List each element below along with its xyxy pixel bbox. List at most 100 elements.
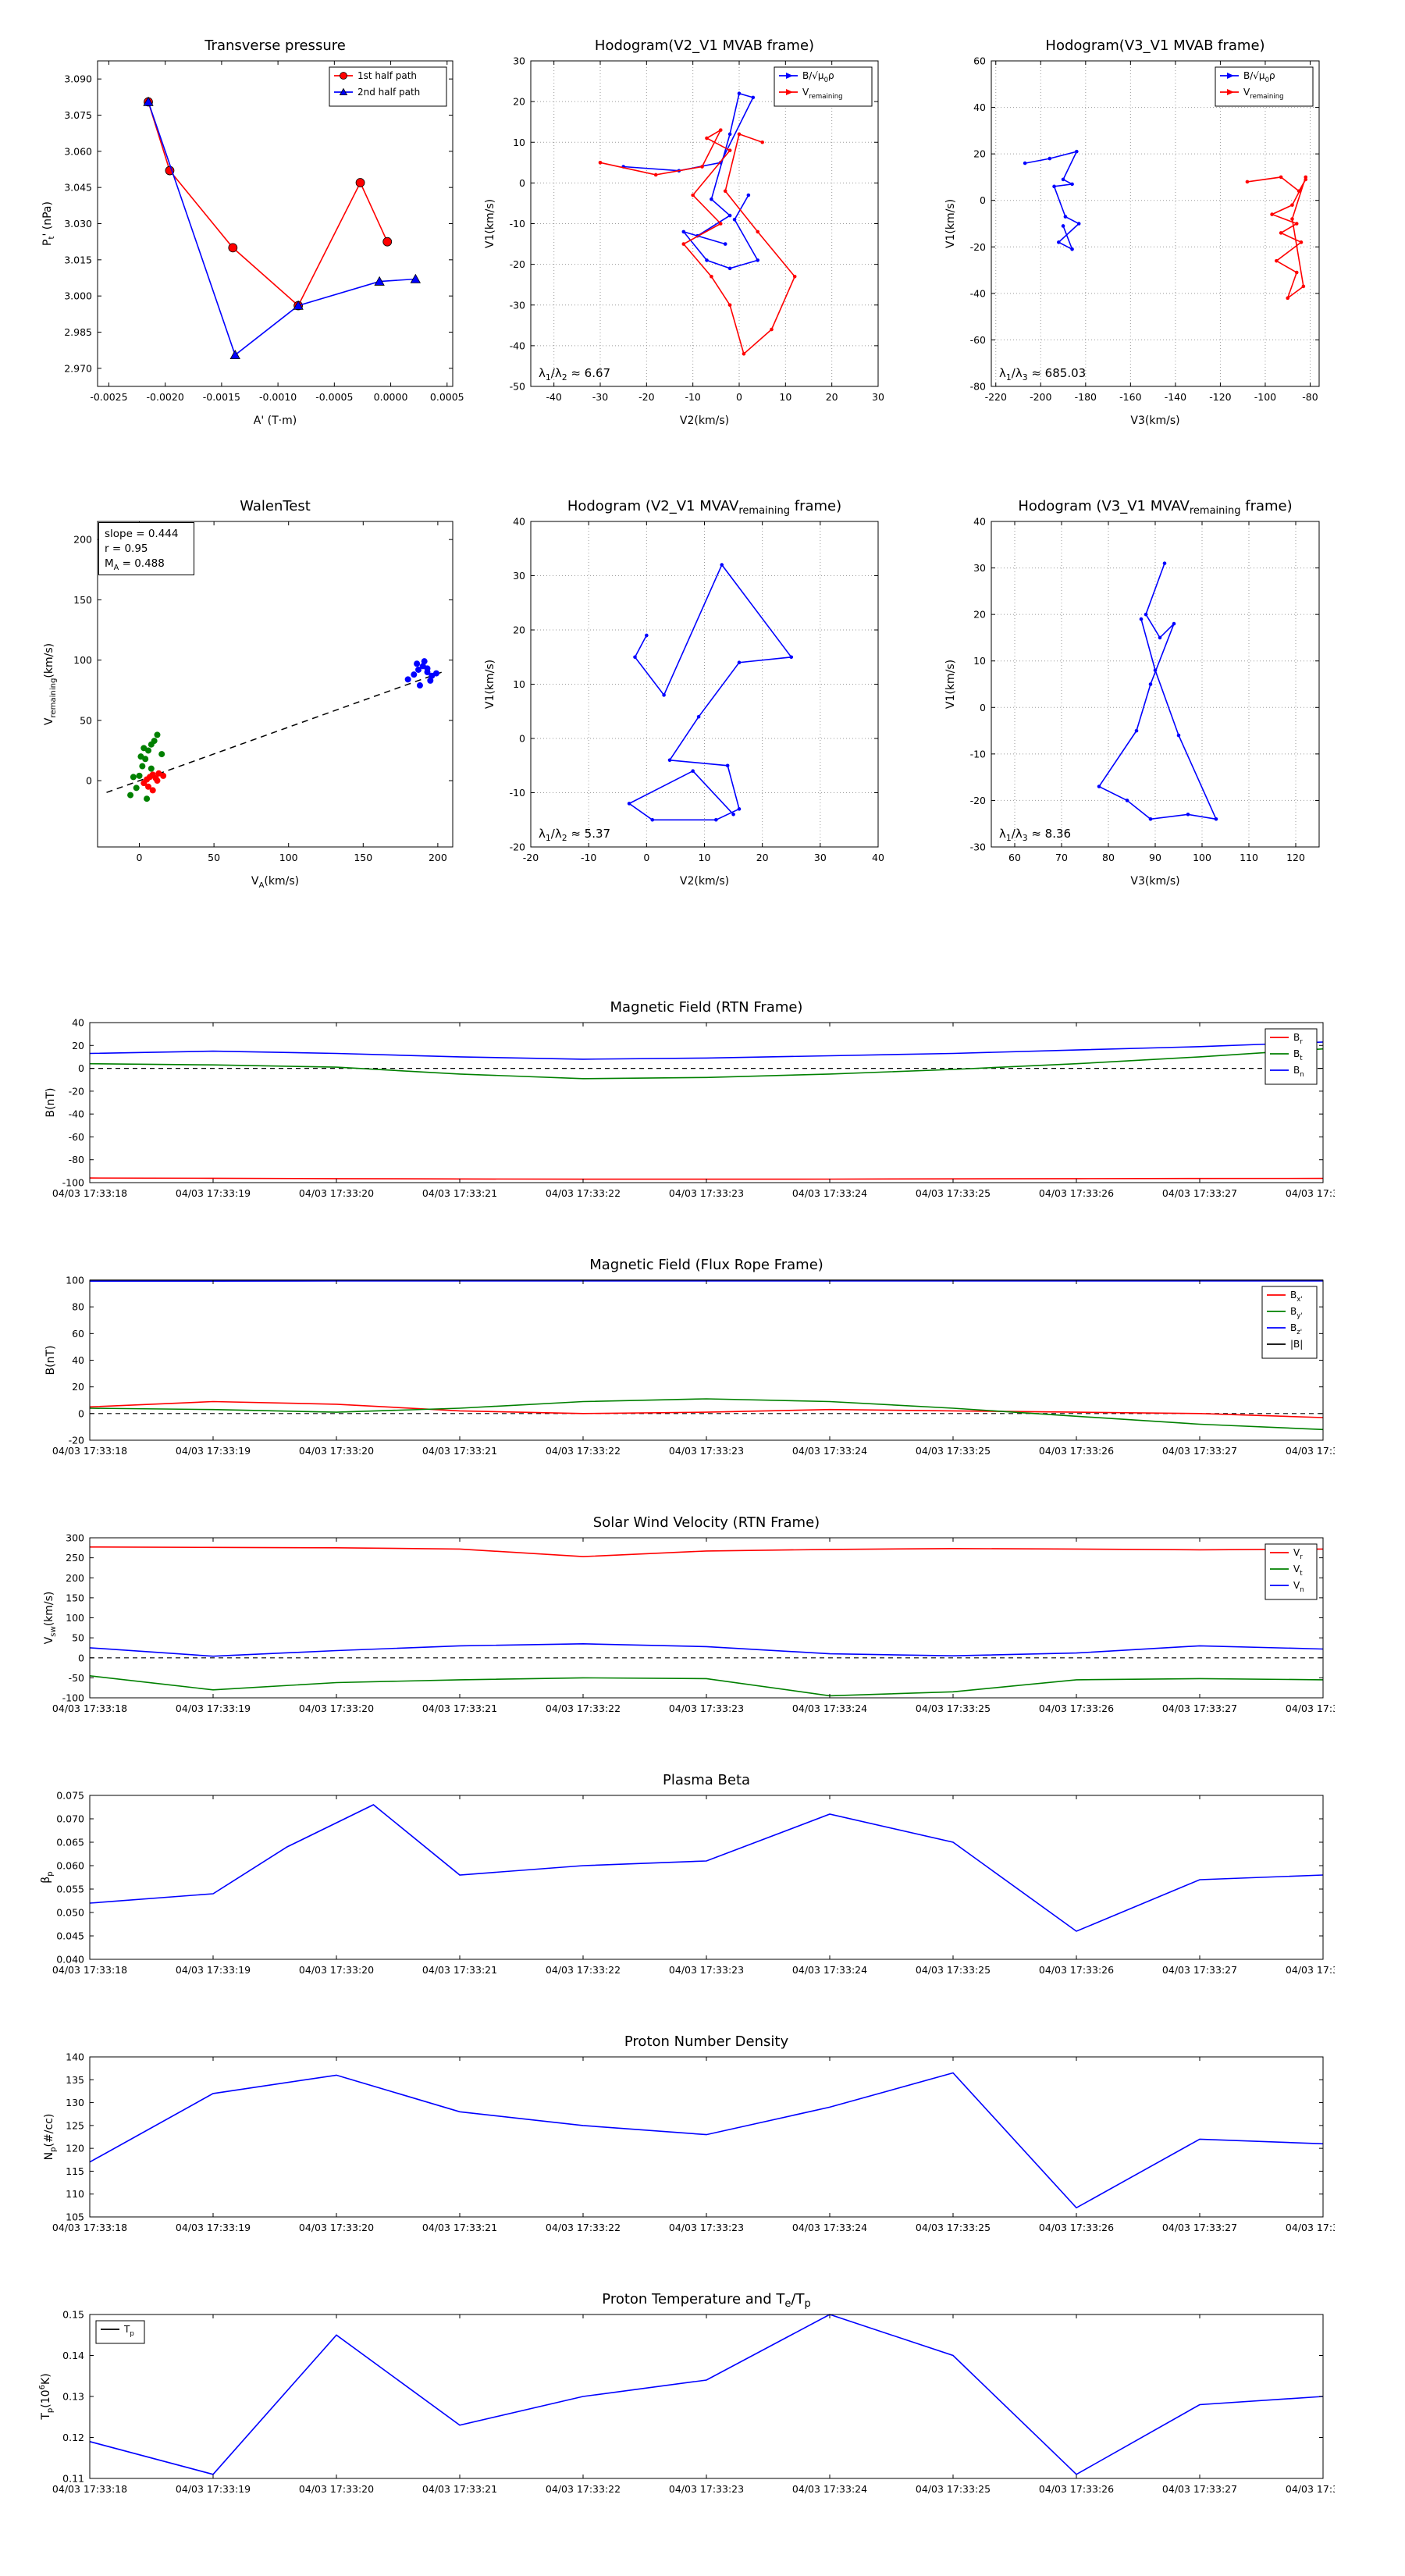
magnetic-field-rtn-chart: 04/03 17:33:18 04/03 17:33:19 04/03 17:33:… [44,999,1361,1199]
y-tick-label: 300 [66,1532,84,1544]
panel-walen-test: 0 50 100 150 200 0 50 100 150 200 WalenTest VA(km/s… [39,492,468,913]
x-tick-label: 04/03 17:33:21 [422,2222,497,2233]
legend-label: B/√μ0ρ [1243,70,1275,84]
chart-title: Proton Number Density [624,2033,789,2050]
y-tick-label: 250 [66,1552,84,1564]
y-tick-label: 20 [72,1040,84,1051]
series-V-remaining [1097,561,1218,821]
grid [991,521,1319,848]
chart-title: Solar Wind Velocity (RTN Frame) [593,1514,820,1531]
series-Np [89,2072,1324,2209]
plot-area [90,2314,1323,2478]
y-tick-label: 0.070 [56,1813,84,1825]
y-tick-label: 120 [66,2143,84,2154]
series-first-half [140,770,167,794]
x-tick-label: 04/03 17:33:23 [669,1445,744,1457]
x-tick-label: 04/03 17:33:28 [1286,2222,1335,2233]
stats-box-line: MA = 0.488 [105,557,165,572]
x-tick-label: -160 [1119,391,1141,403]
y-tick-label: 20 [513,624,525,636]
x-tick-label: 04/03 17:33:25 [916,1703,991,1714]
y-tick-label: 30 [513,55,525,67]
x-tick-label: 04/03 17:33:27 [1162,2222,1237,2233]
y-tick-label: -20 [970,241,986,253]
x-tick-label: 04/03 17:33:26 [1039,1703,1114,1714]
y-tick-label: 3.045 [64,182,92,194]
y-tick-label: -60 [970,334,986,346]
plot-area [90,1538,1323,1698]
axes-frame [991,60,1320,387]
legend: 1st half path 2nd half path [329,66,447,107]
y-axis-label: B(nT) [44,1088,57,1118]
chart-title: Magnetic Field (Flux Rope Frame) [589,1257,823,1273]
tick-marks [991,521,1319,848]
x-tick-label: 04/03 17:33:23 [669,1187,744,1199]
chart-title: WalenTest [240,498,311,514]
y-tick-label: 0 [980,194,986,206]
x-tick-label: 04/03 17:33:28 [1286,2483,1335,2495]
x-tick-label: -0.0005 [315,391,353,403]
y-tick-label: -20 [510,841,525,853]
y-axis-label: V1(km/s) [484,199,496,248]
x-tick-label: -0.0010 [259,391,297,403]
y-tick-label: 200 [66,1572,84,1584]
tick-marks [89,2056,1324,2218]
legend: Br Bt Bn [1264,1028,1318,1085]
series-B-alfven [1023,149,1081,251]
y-tick-label: 10 [513,678,525,690]
tick-marks [89,1279,1324,1441]
panel-proton-temperature: 04/03 17:33:18 04/03 17:33:19 04/03 17:33:… [38,2279,1361,2517]
chart-title: Proton Temperature and Te/Tp [602,2291,810,2310]
series-V-remaining [598,128,797,356]
panel-hodogram-v3v1-mvav: 60 70 80 90 100 110 120 -30 -20 -10 0 10 20 30 40 Hodog… [937,492,1331,913]
y-tick-label: 20 [72,1381,84,1393]
y-tick-label: -20 [510,258,525,270]
x-tick-label: -0.0025 [90,391,127,403]
y-tick-label: -30 [970,841,986,853]
y-tick-label: 40 [973,101,986,113]
x-tick-label: -0.0020 [147,391,184,403]
x-tick-label: 04/03 17:33:27 [1162,1703,1237,1714]
legend-label: Vr [1293,1547,1303,1561]
x-tick-label: 0.0000 [374,391,408,403]
x-tick-label: -180 [1075,391,1097,403]
lambda-ratio-annotation: λ1/λ3 ≈ 8.36 [999,827,1071,843]
x-tick-label: 04/03 17:33:28 [1286,1703,1335,1714]
x-tick-label: -140 [1165,391,1186,403]
y-tick-label: -50 [69,1672,84,1684]
x-axis-label: V2(km/s) [680,875,729,888]
lambda-ratio-annotation: λ1/λ3 ≈ 685.03 [999,366,1086,382]
x-tick-label: 04/03 17:33:19 [176,1703,251,1714]
y-tick-label: 40 [72,1017,84,1029]
legend-label: Vt [1293,1564,1303,1578]
x-tick-label: 110 [1240,852,1258,863]
x-tick-label: 04/03 17:33:24 [792,1187,867,1199]
x-tick-label: -80 [1302,391,1318,403]
y-tick-label: 3.000 [64,290,92,302]
x-tick-label: 0 [736,391,742,403]
y-tick-label: -50 [510,381,525,393]
chart-title: Hodogram(V2_V1 MVAB frame) [595,37,814,54]
series-cluster [404,658,439,689]
y-tick-label: 40 [72,1354,84,1366]
x-tick-label: -120 [1209,391,1231,403]
panel-solar-wind-velocity: 04/03 17:33:18 04/03 17:33:19 04/03 17:33:… [39,1503,1361,1737]
y-tick-label: 50 [80,714,92,726]
x-tick-label: 04/03 17:33:27 [1162,2483,1237,2495]
series-V-remaining [1245,175,1308,301]
stats-box-line: slope = 0.444 [105,528,178,540]
y-tick-label: 105 [66,2211,84,2223]
y-tick-label: 0.13 [62,2391,84,2403]
y-tick-label: -40 [510,340,525,351]
x-axis-label: V3(km/s) [1130,875,1179,888]
x-tick-label: 0.0005 [430,391,464,403]
legend-label: |B| [1290,1339,1303,1350]
x-tick-label: -220 [985,391,1007,403]
chart-title: Hodogram(V3_V1 MVAB frame) [1045,37,1264,54]
legend-label: 2nd half path [357,87,420,98]
x-tick-label: 04/03 17:33:26 [1039,1964,1114,1976]
hodogram-v3v1-mvav-chart: 60 70 80 90 100 110 120 -30 -20 -10 0 10 20 30 40 Hodog… [944,498,1320,888]
y-axis-label: βp [40,1871,55,1883]
x-tick-label: 04/03 17:33:18 [52,1703,127,1714]
y-axis-label: V1(km/s) [944,199,957,248]
